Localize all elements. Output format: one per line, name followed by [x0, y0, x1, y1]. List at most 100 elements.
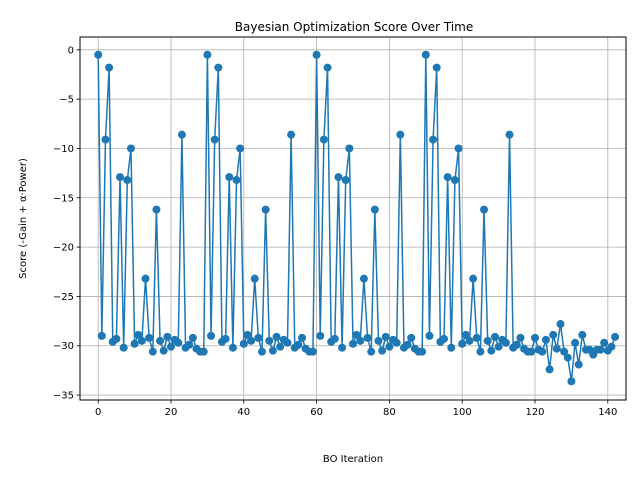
plot-frame — [79, 36, 627, 401]
y-tick-label: −10 — [53, 144, 74, 155]
data-point — [356, 336, 365, 345]
data-point — [261, 205, 270, 214]
chart-title: Bayesian Optimization Score Over Time — [235, 20, 473, 34]
data-point — [119, 343, 128, 352]
data-point — [225, 173, 234, 182]
data-point — [352, 330, 361, 339]
data-point — [538, 347, 547, 356]
x-tick-label: 120 — [525, 407, 544, 418]
x-tick-label: 0 — [95, 407, 101, 418]
x-tick-label: 140 — [598, 407, 617, 418]
data-point — [188, 333, 197, 342]
data-point — [167, 342, 175, 351]
data-point — [345, 144, 354, 153]
data-point — [531, 333, 539, 342]
data-point — [126, 144, 135, 153]
data-point — [516, 333, 525, 342]
data-point — [207, 331, 216, 340]
data-point — [276, 342, 285, 351]
data-point — [396, 130, 405, 139]
data-point — [505, 130, 514, 139]
data-point — [228, 343, 237, 352]
data-point — [134, 330, 143, 339]
data-point — [137, 336, 146, 345]
data-point — [385, 342, 394, 351]
data-point — [334, 173, 343, 182]
data-point — [567, 377, 576, 386]
data-point — [494, 342, 503, 351]
data-point — [210, 135, 219, 144]
data-point — [461, 330, 470, 339]
data-point — [341, 176, 350, 185]
data-point — [330, 334, 339, 343]
data-point — [123, 176, 132, 185]
data-point — [596, 345, 605, 354]
data-point — [221, 334, 230, 343]
data-point — [425, 331, 434, 340]
data-point — [549, 330, 558, 339]
y-tick-label: −15 — [53, 193, 74, 204]
data-point — [298, 333, 307, 342]
data-point — [287, 130, 296, 139]
data-point — [501, 338, 510, 347]
data-point — [163, 332, 172, 341]
x-axis-label: BO Iteration — [323, 454, 383, 465]
data-point — [374, 336, 383, 345]
data-point — [458, 339, 467, 348]
x-tick-label: 100 — [453, 407, 472, 418]
data-point — [563, 353, 572, 362]
data-point — [512, 340, 521, 349]
data-point — [130, 339, 139, 348]
data-point — [294, 340, 303, 349]
data-point — [247, 336, 256, 345]
x-tick-label: 40 — [237, 407, 250, 418]
data-point — [112, 334, 121, 343]
data-point — [214, 63, 223, 72]
data-point — [611, 332, 620, 341]
data-point — [177, 130, 186, 139]
data-point — [185, 340, 194, 349]
data-point — [199, 347, 208, 356]
data-point — [450, 176, 459, 185]
y-tick-label: −20 — [53, 243, 74, 254]
data-point — [319, 135, 328, 144]
data-point — [600, 338, 609, 347]
data-point — [174, 338, 183, 347]
data-point — [465, 336, 474, 345]
data-point — [418, 347, 427, 356]
data-point — [407, 333, 416, 342]
data-point — [145, 333, 154, 342]
data-point — [392, 338, 401, 347]
data-point — [101, 135, 110, 144]
data-point — [272, 332, 281, 341]
data-point — [472, 333, 481, 342]
y-tick-label: −30 — [53, 341, 74, 352]
data-point — [381, 332, 390, 341]
series-score — [94, 50, 620, 386]
data-point — [574, 360, 583, 369]
data-point — [447, 343, 456, 352]
data-point — [250, 274, 259, 283]
y-tick-label: −35 — [53, 391, 74, 402]
data-point — [490, 332, 499, 341]
y-tick-label: −5 — [59, 95, 74, 106]
data-point — [265, 336, 274, 345]
data-point — [338, 343, 347, 352]
data-point — [308, 347, 317, 356]
data-point — [560, 347, 569, 356]
data-point — [359, 274, 368, 283]
data-point — [312, 50, 321, 59]
data-point — [232, 176, 241, 185]
y-tick-label: 0 — [68, 45, 74, 56]
data-point — [152, 205, 161, 214]
data-point — [483, 336, 492, 345]
data-point — [239, 339, 248, 348]
data-point — [363, 333, 372, 342]
data-point — [476, 347, 485, 356]
data-point — [243, 330, 252, 339]
data-point — [421, 50, 430, 59]
data-point — [283, 338, 292, 347]
y-axis-label: Score (-Gain + α·Power) — [18, 158, 29, 279]
data-point — [487, 346, 496, 355]
data-point — [236, 144, 245, 153]
